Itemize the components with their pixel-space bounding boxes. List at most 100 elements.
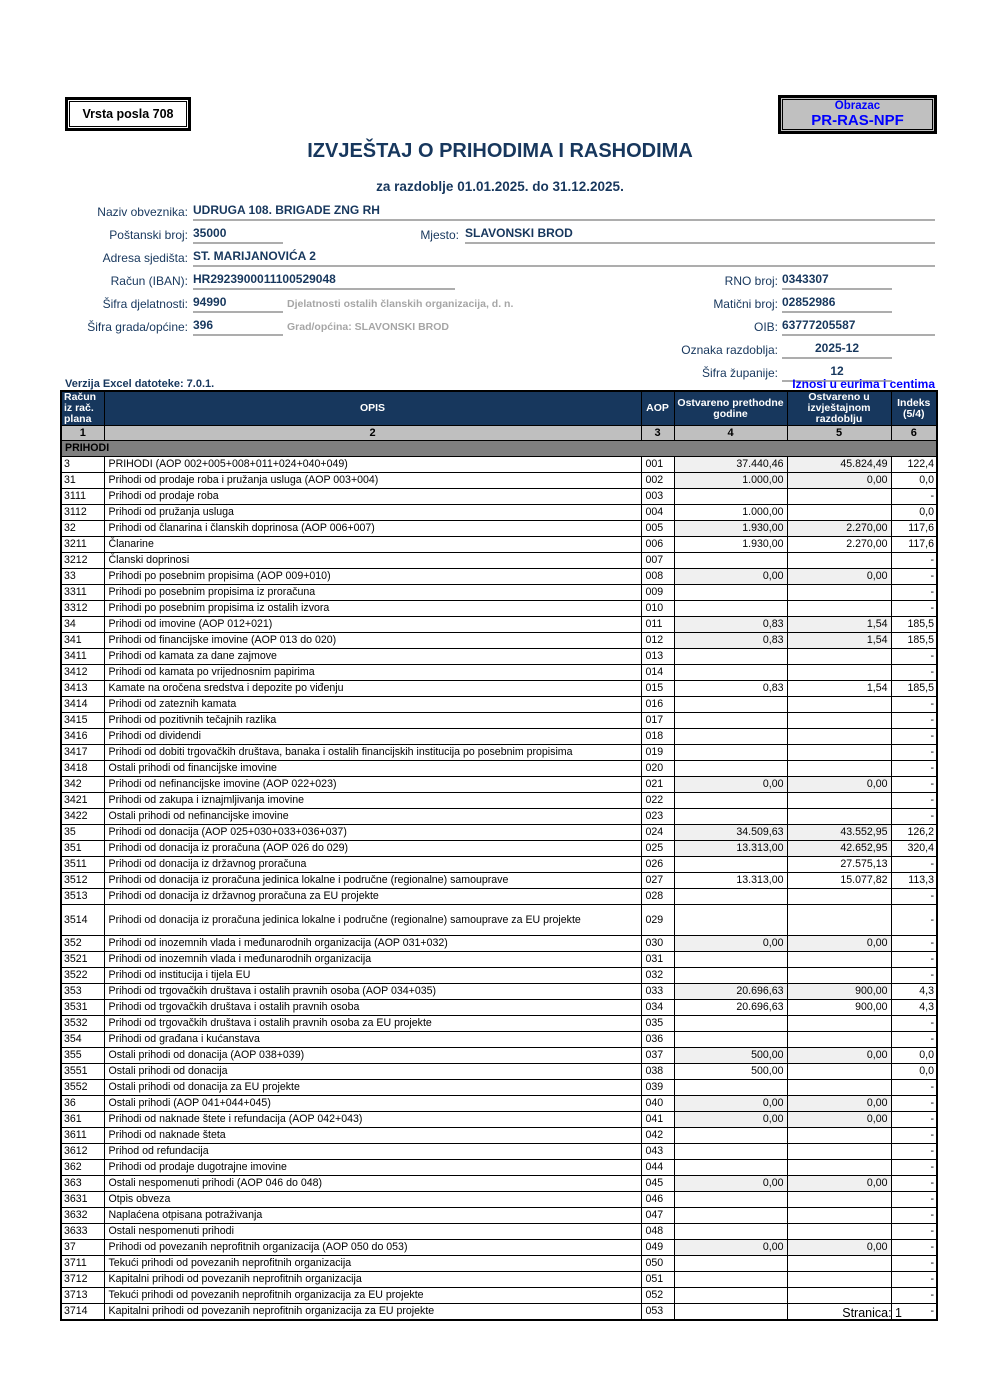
cell-previous-year[interactable]: 1.930,00 xyxy=(673,536,788,553)
cell-reporting-period[interactable] xyxy=(786,584,892,601)
cell-reporting-period[interactable] xyxy=(786,664,892,681)
table-row: 352 Prihodi od inozemnih vlada i međunaro… xyxy=(60,935,938,952)
cell-reporting-period[interactable] xyxy=(786,760,892,777)
cell-reporting-period[interactable] xyxy=(786,1063,892,1080)
cell-previous-year[interactable] xyxy=(673,648,788,665)
cell-reporting-period[interactable] xyxy=(786,1191,892,1208)
cell-previous-year[interactable] xyxy=(673,904,788,936)
cell-reporting-period[interactable] xyxy=(786,1127,892,1144)
cell-previous-year[interactable] xyxy=(673,1303,788,1321)
cell-reporting-period[interactable] xyxy=(786,1143,892,1160)
cell-reporting-period: 43.552,95 xyxy=(786,824,892,841)
table-row: 3311 Prihodi po posebnim propisima iz pro… xyxy=(60,584,938,601)
cell-reporting-period[interactable] xyxy=(786,1223,892,1240)
cell-previous-year[interactable] xyxy=(673,1207,788,1224)
adresa-field[interactable]: ST. MARIJANOVIĆA 2 xyxy=(193,249,935,267)
cell-previous-year[interactable] xyxy=(673,1031,788,1048)
cell-reporting-period[interactable] xyxy=(786,1015,892,1032)
cell-reporting-period[interactable] xyxy=(786,728,892,745)
cell-reporting-period[interactable]: 2.270,00 xyxy=(786,536,892,553)
cell-reporting-period[interactable] xyxy=(786,904,892,936)
cell-reporting-period[interactable] xyxy=(786,808,892,825)
cell-previous-year[interactable] xyxy=(673,728,788,745)
cell-previous-year[interactable] xyxy=(673,967,788,984)
cell-previous-year[interactable] xyxy=(673,888,788,905)
sifra-zupanije-field[interactable]: 12 xyxy=(782,364,892,382)
cell-previous-year[interactable] xyxy=(673,664,788,681)
row-account-code: 352 xyxy=(60,935,105,952)
cell-previous-year[interactable] xyxy=(673,552,788,569)
cell-reporting-period[interactable] xyxy=(786,1079,892,1096)
cell-previous-year[interactable]: 13.313,00 xyxy=(673,872,788,889)
cell-previous-year[interactable] xyxy=(673,600,788,617)
row-aop-code: 007 xyxy=(640,552,675,569)
cell-reporting-period[interactable] xyxy=(786,1159,892,1176)
cell-previous-year[interactable] xyxy=(673,1159,788,1176)
cell-previous-year[interactable]: 20.696,63 xyxy=(673,999,788,1016)
cell-previous-year[interactable] xyxy=(673,1223,788,1240)
cell-previous-year[interactable]: 0,83 xyxy=(673,680,788,697)
cell-reporting-period[interactable]: 27.575,13 xyxy=(786,856,892,873)
cell-previous-year[interactable] xyxy=(673,584,788,601)
cell-reporting-period[interactable] xyxy=(786,1207,892,1224)
table-row: 34 Prihodi od imovine (AOP 012+021) 011 0,8… xyxy=(60,616,938,633)
cell-reporting-period[interactable] xyxy=(786,648,892,665)
cell-reporting-period[interactable] xyxy=(786,1255,892,1272)
cell-reporting-period[interactable] xyxy=(786,504,892,521)
oznaka-razdoblja-field[interactable]: 2025-12 xyxy=(782,341,892,359)
cell-previous-year[interactable] xyxy=(673,1191,788,1208)
cell-reporting-period[interactable] xyxy=(786,1271,892,1288)
grad-note: Grad/općina: SLAVONSKI BROD xyxy=(287,321,449,333)
cell-reporting-period[interactable] xyxy=(786,1287,892,1304)
cell-reporting-period[interactable] xyxy=(786,951,892,968)
cell-reporting-period[interactable] xyxy=(786,967,892,984)
cell-reporting-period[interactable] xyxy=(786,488,892,505)
cell-reporting-period[interactable] xyxy=(786,696,892,713)
cell-reporting-period[interactable] xyxy=(786,600,892,617)
cell-previous-year[interactable] xyxy=(673,1255,788,1272)
sifra-grada-field[interactable]: 396 xyxy=(193,318,283,336)
cell-previous-year[interactable] xyxy=(673,1143,788,1160)
cell-reporting-period[interactable] xyxy=(786,792,892,809)
cell-reporting-period[interactable] xyxy=(786,1031,892,1048)
cell-previous-year[interactable] xyxy=(673,1127,788,1144)
sifra-djelatnosti-field[interactable]: 94990 xyxy=(193,295,283,313)
cell-previous-year[interactable] xyxy=(673,1015,788,1032)
cell-reporting-period[interactable]: 15.077,82 xyxy=(786,872,892,889)
cell-reporting-period[interactable] xyxy=(786,744,892,761)
cell-index: - xyxy=(890,1079,938,1096)
postanski-broj-field[interactable]: 35000 xyxy=(193,226,283,244)
row-aop-code: 025 xyxy=(640,840,675,857)
rno-broj-field[interactable]: 0343307 xyxy=(782,272,892,290)
cell-previous-year[interactable] xyxy=(673,792,788,809)
cell-previous-year[interactable]: 500,00 xyxy=(673,1063,788,1080)
row-description: Prihodi od pružanja usluga xyxy=(103,504,642,521)
cell-reporting-period[interactable]: 1,54 xyxy=(786,680,892,697)
row-aop-code: 012 xyxy=(640,632,675,649)
cell-previous-year[interactable] xyxy=(673,712,788,729)
row-description: Prihodi od pozitivnih tečajnih razlika xyxy=(103,712,642,729)
cell-previous-year[interactable] xyxy=(673,760,788,777)
cell-reporting-period[interactable]: 900,00 xyxy=(786,999,892,1016)
cell-previous-year[interactable] xyxy=(673,1079,788,1096)
maticni-broj-field[interactable]: 02852986 xyxy=(782,295,892,313)
row-description: Prihodi od trgovačkih društava i ostalih… xyxy=(103,999,642,1016)
cell-reporting-period[interactable] xyxy=(786,888,892,905)
cell-previous-year[interactable] xyxy=(673,1287,788,1304)
mjesto-field[interactable]: SLAVONSKI BROD xyxy=(465,226,935,244)
cell-previous-year[interactable] xyxy=(673,744,788,761)
cell-previous-year[interactable] xyxy=(673,808,788,825)
cell-previous-year[interactable] xyxy=(673,696,788,713)
cell-previous-year[interactable] xyxy=(673,1271,788,1288)
cell-previous-year[interactable] xyxy=(673,856,788,873)
cell-reporting-period[interactable] xyxy=(786,552,892,569)
iban-field[interactable]: HR2923900011100529048 xyxy=(193,272,455,290)
naziv-obveznika-field[interactable]: UDRUGA 108. BRIGADE ZNG RH xyxy=(193,203,935,221)
col-number: 4 xyxy=(673,425,788,441)
cell-previous-year[interactable]: 1.000,00 xyxy=(673,504,788,521)
cell-reporting-period[interactable] xyxy=(786,712,892,729)
oib-field[interactable]: 63777205587 xyxy=(782,318,935,336)
cell-previous-year[interactable] xyxy=(673,951,788,968)
cell-previous-year[interactable] xyxy=(673,488,788,505)
maticni-broj-label: Matični broj: xyxy=(713,297,778,311)
